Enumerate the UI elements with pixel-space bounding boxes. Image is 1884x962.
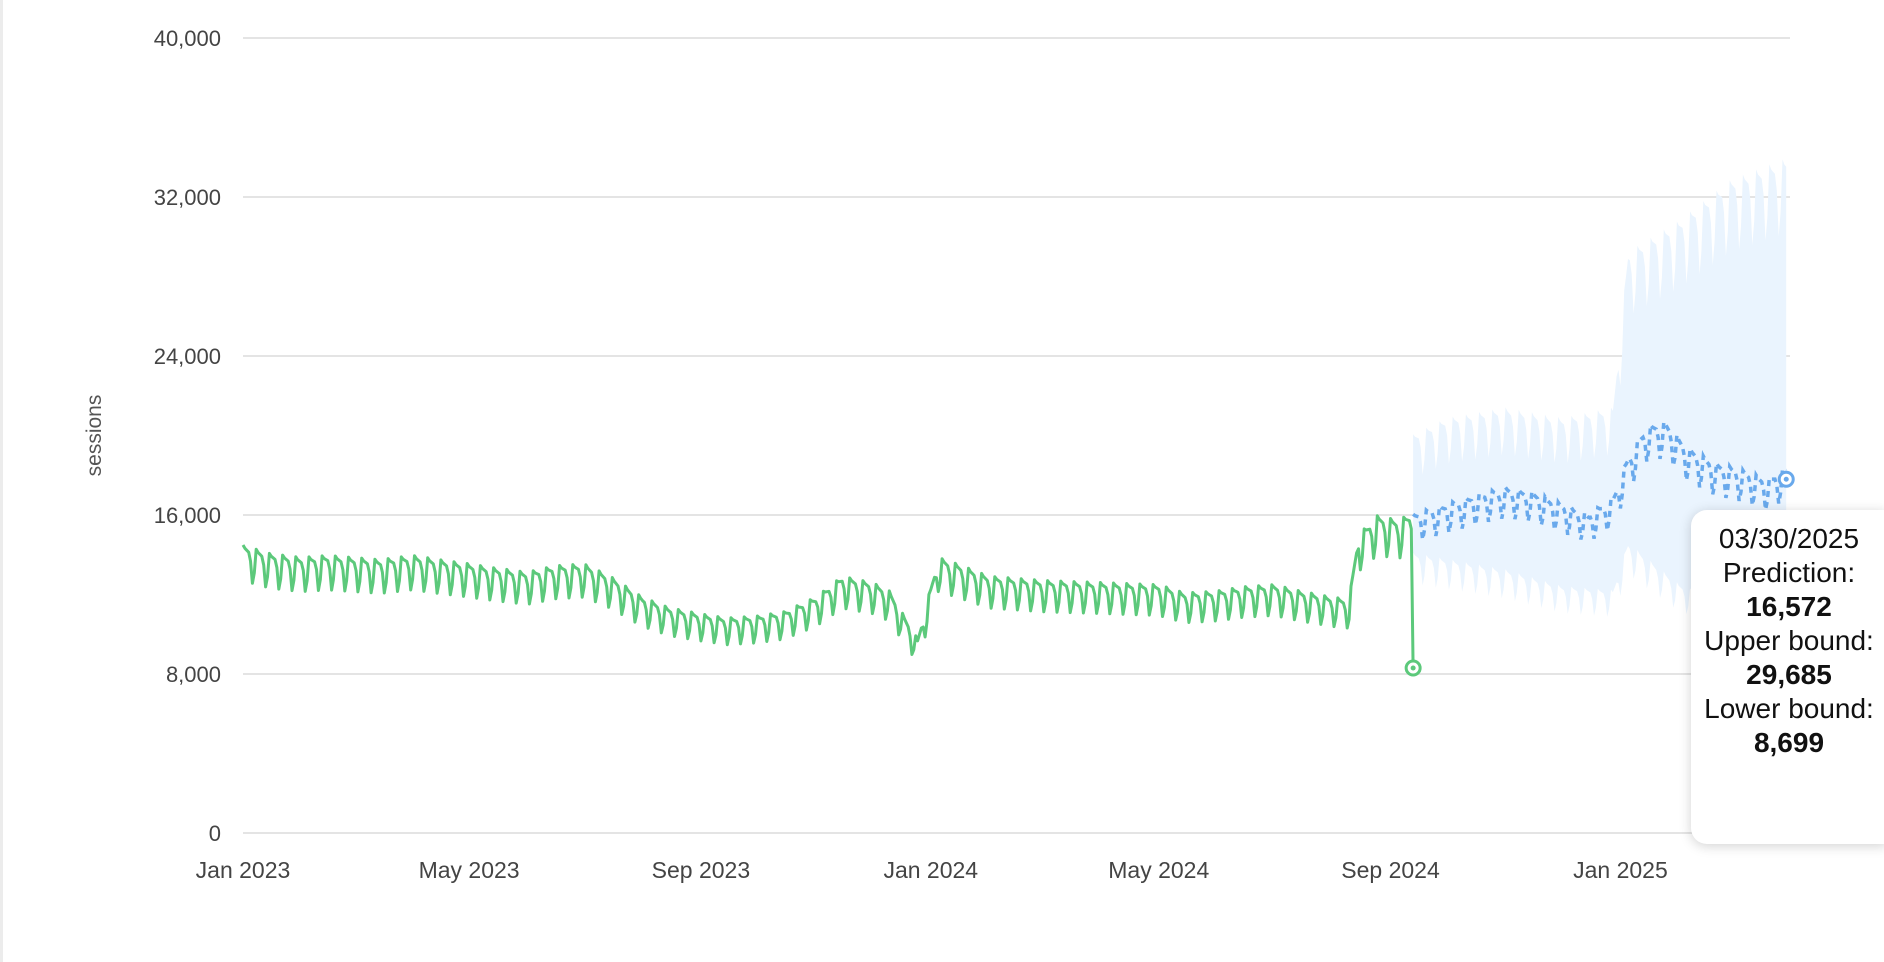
forecast-chart: 0 8,000 16,000 24,000 32,000 40,000 Jan 2023 Ma… [83,26,1795,883]
y-tick-label: 40,000 [154,26,221,51]
tooltip-lower-value: 8,699 [1753,727,1825,758]
y-tick-label: 32,000 [154,185,221,210]
x-tick-label: Jan 2025 [1573,857,1668,883]
y-tick-label: 0 [209,821,221,846]
grid-lines [243,37,1790,834]
tooltip-prediction-label: Prediction: [1722,557,1856,588]
y-axis-label: sessions [83,395,106,477]
x-tick-label: May 2024 [1108,857,1209,883]
actual-sessions-line [241,514,1415,669]
actual-point-marker-dot [1410,665,1416,671]
x-tick-label: May 2023 [419,857,520,883]
prediction-tooltip: 03/30/2025 Prediction: 16,572 Upper boun… [1691,510,1884,844]
tooltip-upper-value: 29,685 [1746,659,1832,690]
tooltip-lower-label: Lower bound: [1704,693,1874,724]
markers-layer [1404,470,1795,677]
x-tick-label: Jan 2024 [883,857,978,883]
y-tick-label: 16,000 [154,503,221,528]
x-tick-label: Sep 2023 [652,857,750,883]
prediction-line [1412,417,1787,540]
axis-labels-layer: 0 8,000 16,000 24,000 32,000 40,000 Jan 2023 Ma… [83,26,1668,883]
tooltip-date: 03/30/2025 [1718,523,1860,554]
prediction-point-marker-dot [1783,476,1789,482]
tooltip-prediction-value: 16,572 [1746,591,1832,622]
series-lines-layer [241,417,1787,669]
y-tick-label: 8,000 [166,662,221,687]
y-tick-label: 24,000 [154,344,221,369]
tooltip-upper-label: Upper bound: [1704,625,1874,656]
x-tick-label: Sep 2024 [1341,857,1440,883]
x-tick-label: Jan 2023 [196,857,291,883]
